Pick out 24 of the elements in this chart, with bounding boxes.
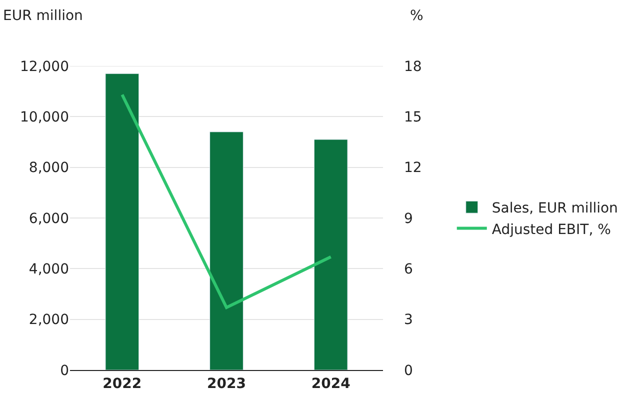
- y-tick-label: 2,000: [28, 312, 69, 328]
- y2-tick-label: 6: [404, 262, 413, 278]
- y2-tick-label: 3: [404, 312, 413, 328]
- y2-tick-label: 15: [404, 110, 422, 126]
- y2-tick-label: 18: [404, 58, 422, 75]
- bar: [210, 132, 244, 370]
- bar: [105, 73, 140, 370]
- x-tick-label: 2023: [207, 376, 246, 392]
- bar: [314, 139, 348, 370]
- y-tick-label: 10,000: [20, 110, 69, 126]
- x-tick-label: 2024: [311, 376, 351, 392]
- y-axis-title: EUR million: [3, 8, 83, 24]
- y-tick-label: 8,000: [28, 160, 69, 176]
- y-tick-label: 12,000: [20, 58, 69, 75]
- y-tick-label: 6,000: [28, 210, 69, 227]
- y2-tick-label: 12: [404, 160, 422, 176]
- y-tick-label: 4,000: [28, 262, 69, 278]
- legend-label: Sales, EUR million: [492, 200, 618, 217]
- y2-tick-label: 0: [404, 362, 413, 379]
- x-tick-label: 2022: [102, 376, 142, 392]
- y2-tick-label: 9: [404, 210, 413, 227]
- legend-label: Adjusted EBIT, %: [492, 222, 611, 238]
- y2-axis-title: %: [410, 8, 424, 24]
- y-tick-label: 0: [60, 362, 69, 379]
